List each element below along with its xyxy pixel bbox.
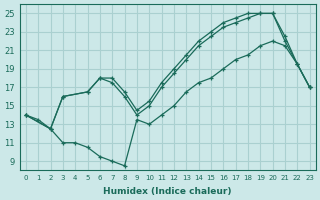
X-axis label: Humidex (Indice chaleur): Humidex (Indice chaleur) xyxy=(103,187,232,196)
